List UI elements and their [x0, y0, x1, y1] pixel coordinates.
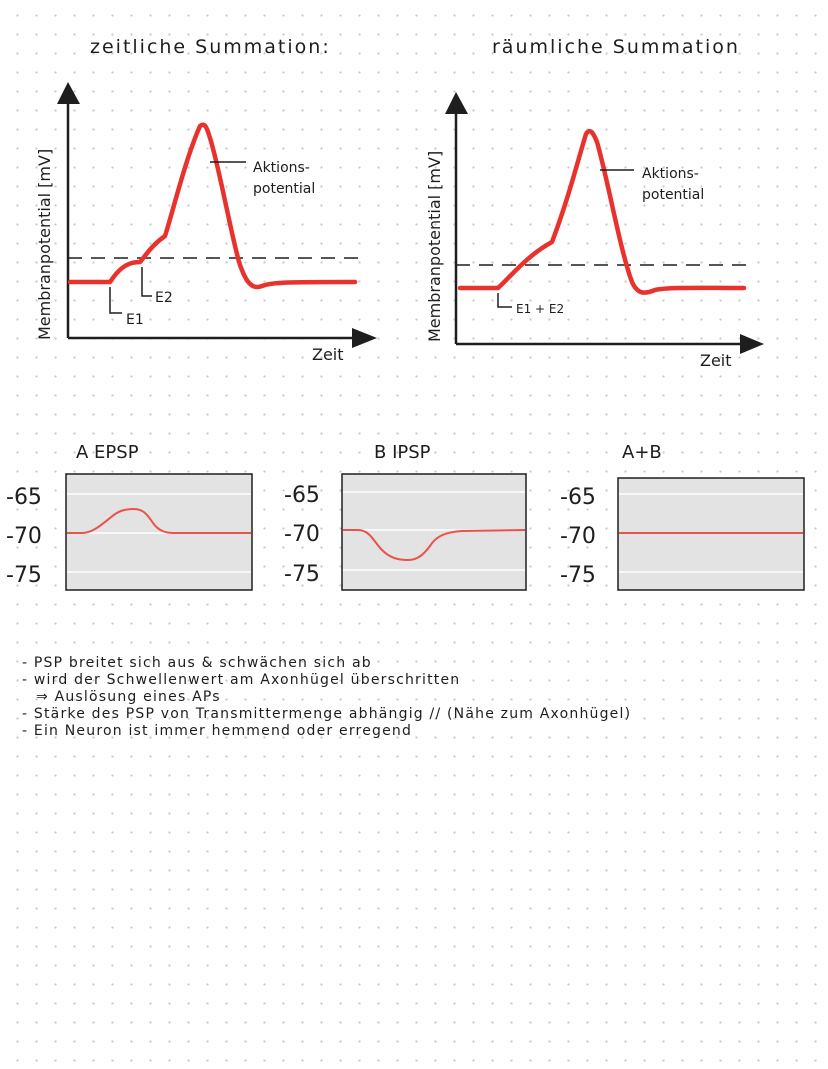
psp-tick-label: -75: [6, 563, 42, 588]
spatial-summation-diagram: [445, 92, 764, 354]
temporal-e1-label: E1: [126, 312, 144, 328]
psp-tick-label: -70: [560, 524, 596, 549]
temporal-x-axis-label: Zeit: [312, 345, 344, 364]
temporal-action-potential-curve: [67, 122, 358, 290]
psp-tick-label: -75: [560, 563, 596, 588]
temporal-summation-diagram: [57, 82, 377, 348]
temporal-ap-label-line2: potential: [253, 181, 315, 197]
note-item: - PSP breitet sich aus & schwächen sich …: [22, 655, 372, 671]
spatial-y-arrowhead: [445, 92, 468, 114]
spatial-e1-e2-marker: [497, 293, 512, 308]
temporal-x-arrowhead: [352, 328, 377, 348]
psp-tick-label: -75: [284, 562, 320, 587]
spatial-summation-title: räumliche Summation: [492, 36, 740, 58]
psp-ipsp-curve: [343, 529, 526, 562]
temporal-y-axis-label: Membranpotential [mV]: [35, 149, 54, 340]
psp-tick-label: -65: [560, 485, 596, 510]
spatial-x-arrowhead: [740, 334, 764, 354]
note-item: ⇒ Auslösung eines APs: [36, 689, 221, 705]
psp-tick-label: -65: [284, 483, 320, 508]
temporal-ap-label-line1: Aktions-: [253, 160, 310, 176]
psp-tick-label: -70: [6, 524, 42, 549]
spatial-y-axis-label: Membranpotential [mV]: [425, 151, 444, 342]
notes-list: - PSP breitet sich aus & schwächen sich …: [22, 655, 631, 740]
temporal-e2-label: E2: [155, 290, 173, 306]
psp-panel-ipsp: B IPSP -65 -70 -75: [284, 442, 527, 591]
psp-panel-combined: A+B -65 -70 -75: [560, 442, 805, 591]
temporal-e2-marker: [141, 267, 152, 297]
psp-tick-label: -65: [6, 485, 42, 510]
spatial-ap-label-line2: potential: [642, 187, 704, 203]
spatial-e1-e2-label: E1 + E2: [516, 302, 564, 316]
temporal-summation-title: zeitliche Summation:: [90, 36, 331, 58]
note-item: - Ein Neuron ist immer hemmend oder erre…: [22, 723, 413, 739]
psp-panel-title: A+B: [622, 442, 662, 463]
psp-tick-label: -70: [284, 522, 320, 547]
temporal-y-arrowhead: [57, 82, 80, 104]
note-item: - wird der Schwellenwert am Axonhügel üb…: [22, 672, 461, 688]
note-item: - Stärke des PSP von Transmittermenge ab…: [22, 706, 632, 722]
psp-panel-title: B IPSP: [374, 442, 431, 463]
psp-panel-title: A EPSP: [76, 442, 139, 463]
psp-panel-epsp: A EPSP -65 -70 -75: [6, 442, 253, 591]
temporal-e1-marker: [109, 287, 122, 314]
psp-epsp-curve: [67, 507, 251, 534]
spatial-action-potential-curve: [457, 129, 747, 295]
spatial-ap-label-line1: Aktions-: [642, 166, 699, 182]
spatial-x-axis-label: Zeit: [700, 351, 732, 370]
